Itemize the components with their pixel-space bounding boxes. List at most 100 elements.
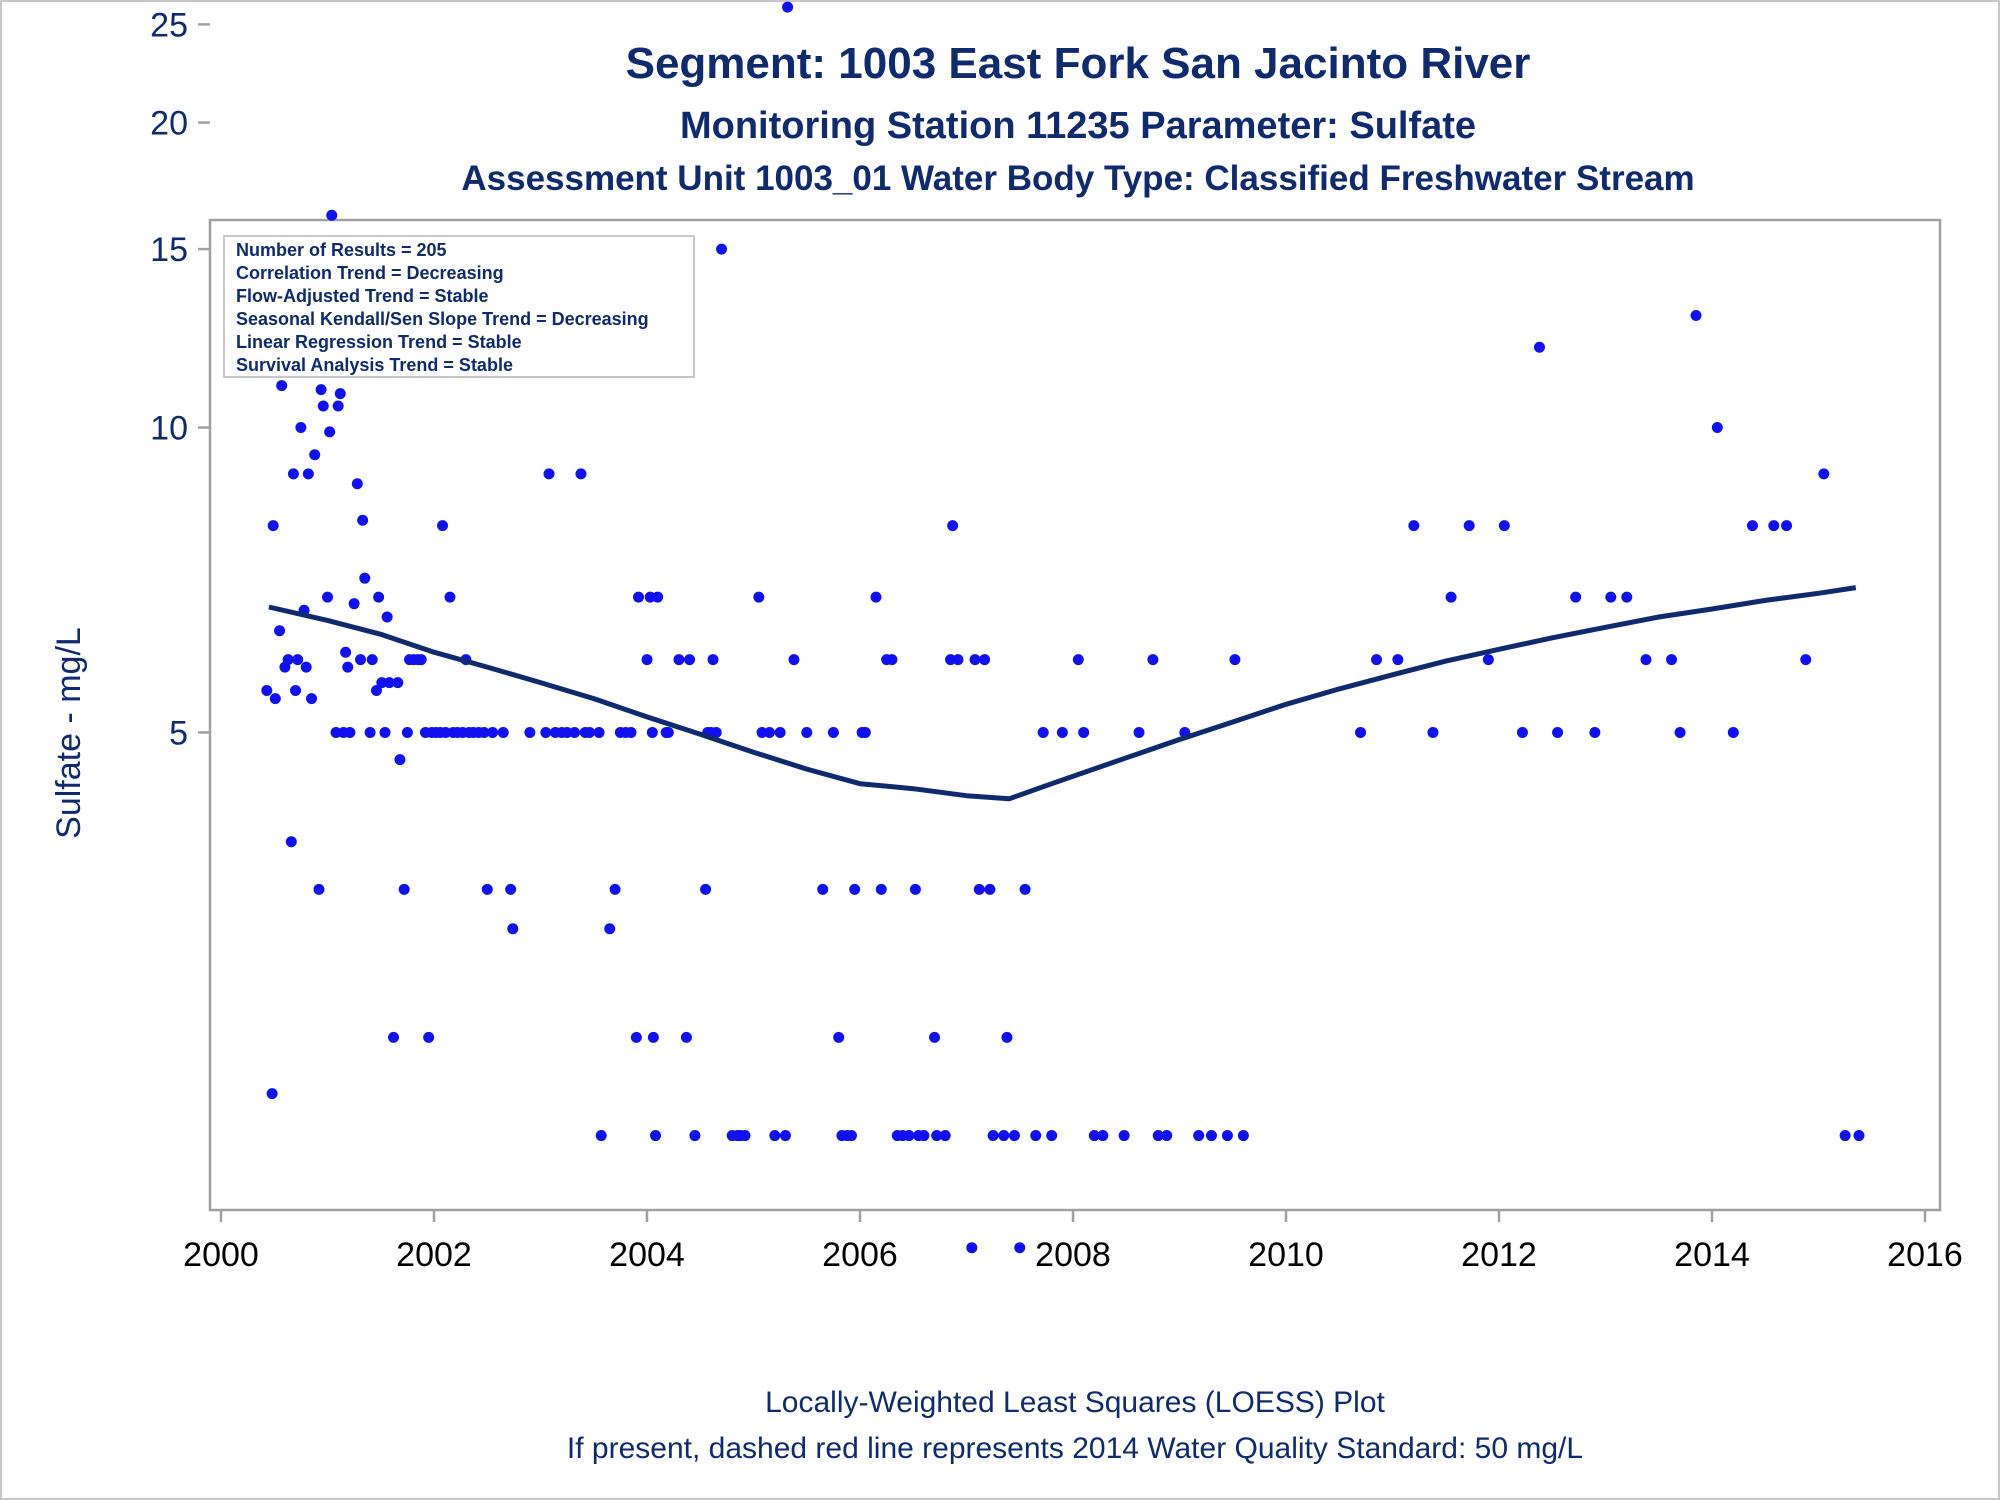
stats-line-survival-analysis: Survival Analysis Trend = Stable [236,355,513,375]
data-point [342,661,354,673]
data-point [1463,520,1475,532]
data-point [903,1130,915,1142]
data-point [359,572,371,584]
data-point [481,883,493,895]
data-point [827,726,839,738]
data-point [1818,468,1830,480]
data-point [276,380,288,392]
data-point [939,1130,951,1142]
data-point [1014,1242,1026,1254]
stats-line-linear-regression: Linear Regression Trend = Stable [236,332,522,352]
data-point [641,654,653,666]
plot-area [208,218,1942,1212]
data-point [1498,520,1510,532]
data-point [680,1031,692,1043]
data-point [817,883,829,895]
data-point [931,1130,943,1142]
chart-subtitle: Monitoring Station 11235 Parameter: Sulf… [680,105,1476,147]
x-tick-label: 2010 [1248,1236,1324,1274]
data-point [1078,726,1090,738]
data-point [782,1,794,13]
data-point [569,726,581,738]
data-point [1221,1130,1233,1142]
data-point [1118,1130,1130,1142]
data-point [1839,1130,1851,1142]
loess-line [268,585,1857,802]
data-point [1237,1130,1249,1142]
data-point [1589,726,1601,738]
data-point [302,468,314,480]
data-point [322,591,333,603]
data-point [266,1088,278,1100]
data-point [609,883,621,895]
data-point [1152,1130,1164,1142]
x-tick-label: 2004 [609,1236,685,1274]
data-point [753,591,765,603]
data-point [1161,1130,1173,1142]
x-tick-label: 2014 [1674,1236,1750,1274]
data-point [1640,654,1652,666]
data-point [1001,1031,1013,1043]
data-point [684,654,696,666]
data-point [1427,726,1439,738]
data-point [1516,726,1528,738]
scatter-series [261,1,1865,1254]
data-point [646,726,658,738]
data-point [716,243,728,255]
data-point [505,883,517,895]
data-point [324,426,336,438]
data-point [1355,726,1367,738]
data-point [1711,422,1723,433]
data-point [630,1031,642,1043]
data-point [507,923,519,935]
y-axis-label: Sulfate - mg/L [50,627,88,839]
y-tick-label: 5 [169,714,188,752]
data-point [332,400,344,412]
data-point [1768,520,1780,532]
x-tick-label: 2000 [183,1236,259,1274]
y-axis: 5 10 15 20 25 [150,6,210,752]
data-point [392,677,404,689]
data-point [373,591,385,603]
x-tick-label: 2002 [396,1236,472,1274]
data-point [689,1130,701,1142]
data-point [1570,591,1582,603]
x-axis: 2000 2002 2004 2006 2008 2010 2012 2014 2016 [183,1210,1963,1274]
data-point [710,726,722,738]
data-point [364,726,376,738]
data-point [1008,1130,1020,1142]
data-point [769,1130,781,1142]
data-point [306,693,318,705]
data-point [282,654,294,666]
data-point [966,1242,978,1254]
data-point [1605,591,1617,603]
stats-box-border [223,235,695,378]
data-point [1205,1130,1217,1142]
data-point [707,654,719,666]
data-point [415,654,427,666]
data-point [1072,654,1084,666]
data-point [979,654,991,666]
data-point [1097,1130,1109,1142]
data-point [1482,654,1494,666]
data-point [381,611,393,623]
data-point [334,388,346,400]
data-point [1056,726,1068,738]
data-point [497,726,509,738]
data-point [379,726,391,738]
data-point [357,514,369,526]
data-point [437,520,449,532]
data-point [788,654,800,666]
data-point [849,883,861,895]
data-point [575,468,587,480]
y-tick-label: 25 [150,6,188,44]
x-tick-label: 2012 [1461,1236,1537,1274]
data-point [285,836,297,848]
data-point [543,468,555,480]
data-point [1781,520,1793,532]
data-point [267,520,279,532]
data-point [1046,1130,1058,1142]
data-point [652,591,664,603]
data-point [650,1130,662,1142]
data-point [370,685,382,697]
